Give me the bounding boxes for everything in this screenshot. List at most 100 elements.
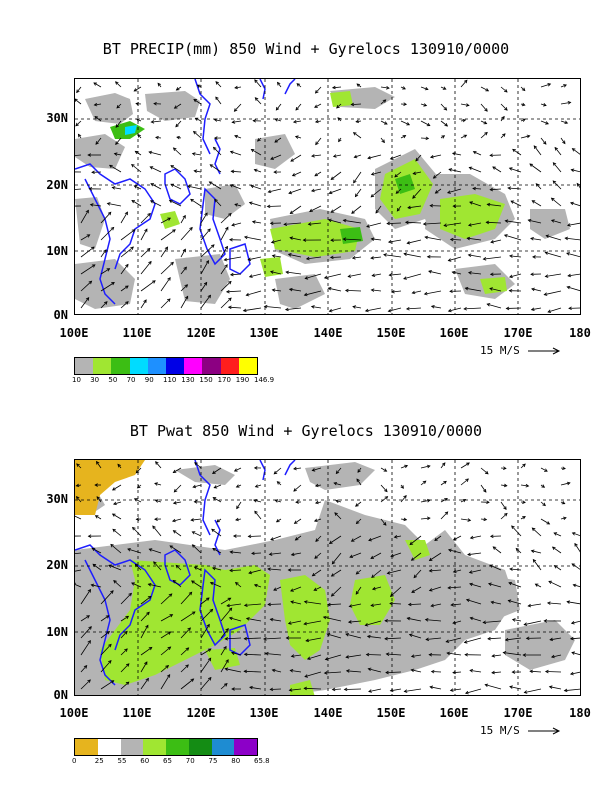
wind-vector: [440, 120, 448, 127]
wind-vector: [388, 307, 402, 312]
wind-vector: [160, 593, 173, 605]
wind-vector-head: [507, 599, 512, 603]
wind-vector-head: [229, 184, 234, 188]
wind-vector: [120, 681, 130, 690]
wind-vector: [92, 547, 102, 554]
wind-vector-head: [304, 276, 309, 280]
wind-vector-head: [434, 537, 438, 541]
wind-vector: [213, 147, 222, 156]
precip-fill-cyan: [125, 125, 137, 135]
wind-vector: [175, 120, 182, 128]
pwat-x-label-170e: 170E: [503, 706, 533, 720]
wind-vector-head: [452, 670, 456, 675]
wind-vector-head: [215, 96, 219, 101]
wind-vector: [80, 210, 89, 224]
wind-vector-head: [274, 139, 278, 143]
wind-vector-head: [521, 87, 526, 92]
wind-vector-head: [108, 164, 113, 169]
wind-vector: [549, 686, 562, 690]
wind-vector: [413, 569, 422, 578]
wind-vector: [246, 618, 262, 622]
wind-vector: [272, 289, 282, 292]
wind-vector: [150, 183, 162, 190]
wind-vector-head: [135, 469, 140, 474]
wind-vector-head: [562, 140, 566, 145]
wind-vector: [483, 256, 502, 260]
wind-vector-head: [449, 688, 454, 692]
wind-vector-head: [508, 581, 512, 586]
wind-vector: [248, 569, 262, 574]
wind-vector: [290, 237, 302, 241]
wind-vector-head: [444, 511, 449, 516]
wind-vector-head: [428, 557, 433, 561]
wind-vector: [295, 136, 302, 139]
colorbar-tick-label: 25: [94, 757, 104, 765]
wind-vector-head: [441, 135, 446, 139]
wind-vector: [312, 467, 322, 471]
wind-vector-head: [125, 285, 129, 289]
wind-vector: [215, 96, 222, 105]
wind-vector: [244, 653, 262, 656]
wind-vector: [411, 654, 422, 657]
wind-vector-head: [191, 580, 195, 584]
wind-vector-head: [147, 212, 151, 217]
wind-vector-head: [254, 79, 258, 83]
wind-vector-head: [254, 97, 259, 101]
wind-vector-head: [452, 569, 457, 574]
colorbar-tick-label: 30: [90, 376, 100, 384]
wind-vector-head: [283, 222, 288, 226]
wind-vector-head: [566, 285, 571, 290]
wind-vector-head: [275, 519, 280, 523]
wind-vector-head: [335, 470, 340, 475]
wind-vector-head: [423, 103, 428, 107]
wind-vector: [160, 646, 171, 656]
wind-vector: [430, 154, 442, 158]
wind-vector-head: [143, 299, 147, 304]
wind-vector: [180, 249, 186, 258]
wind-vector: [371, 289, 382, 292]
wind-vector-head: [288, 190, 293, 195]
wind-vector-head: [567, 273, 572, 278]
wind-vector-head: [149, 200, 154, 204]
wind-vector-head: [310, 305, 315, 309]
wind-vector-head: [276, 481, 281, 485]
wind-vector: [491, 671, 502, 674]
wind-vector: [296, 83, 302, 88]
wind-vector: [315, 86, 322, 94]
wind-vector-head: [462, 118, 467, 123]
wind-vector: [332, 86, 342, 89]
wind-vector: [220, 297, 232, 309]
wind-vector: [210, 582, 222, 588]
wind-vector-head: [389, 593, 394, 597]
wind-vector-head: [270, 537, 274, 541]
wind-vector: [404, 688, 422, 692]
wind-vector-head: [214, 198, 218, 203]
wind-vector: [412, 290, 422, 294]
wind-vector-head: [113, 580, 117, 584]
wind-vector-head: [105, 615, 110, 619]
wind-vector-head: [564, 120, 569, 124]
wind-vector: [509, 568, 522, 571]
wind-vector: [248, 256, 262, 261]
wind-vector: [246, 290, 262, 296]
wind-vector-head: [285, 270, 290, 275]
wind-vector-head: [450, 602, 455, 607]
wind-vector-head: [443, 106, 448, 111]
wind-vector-head: [110, 590, 114, 594]
wind-vector-head: [368, 538, 372, 542]
wind-vector: [216, 518, 222, 523]
wind-vector: [570, 671, 580, 675]
wind-vector-head: [445, 639, 450, 643]
wind-vector-head: [216, 519, 220, 523]
wind-vector: [291, 654, 302, 657]
wind-vector: [76, 496, 82, 503]
wind-vector-head: [136, 118, 140, 122]
wind-vector-head: [288, 287, 293, 292]
wind-vector-head: [175, 123, 179, 128]
wind-vector-head: [154, 499, 159, 503]
wind-vector-head: [463, 134, 468, 138]
wind-vector-head: [191, 611, 196, 615]
wind-vector-head: [446, 651, 451, 656]
colorbar-swatch: [143, 739, 166, 755]
wind-vector: [244, 236, 262, 241]
